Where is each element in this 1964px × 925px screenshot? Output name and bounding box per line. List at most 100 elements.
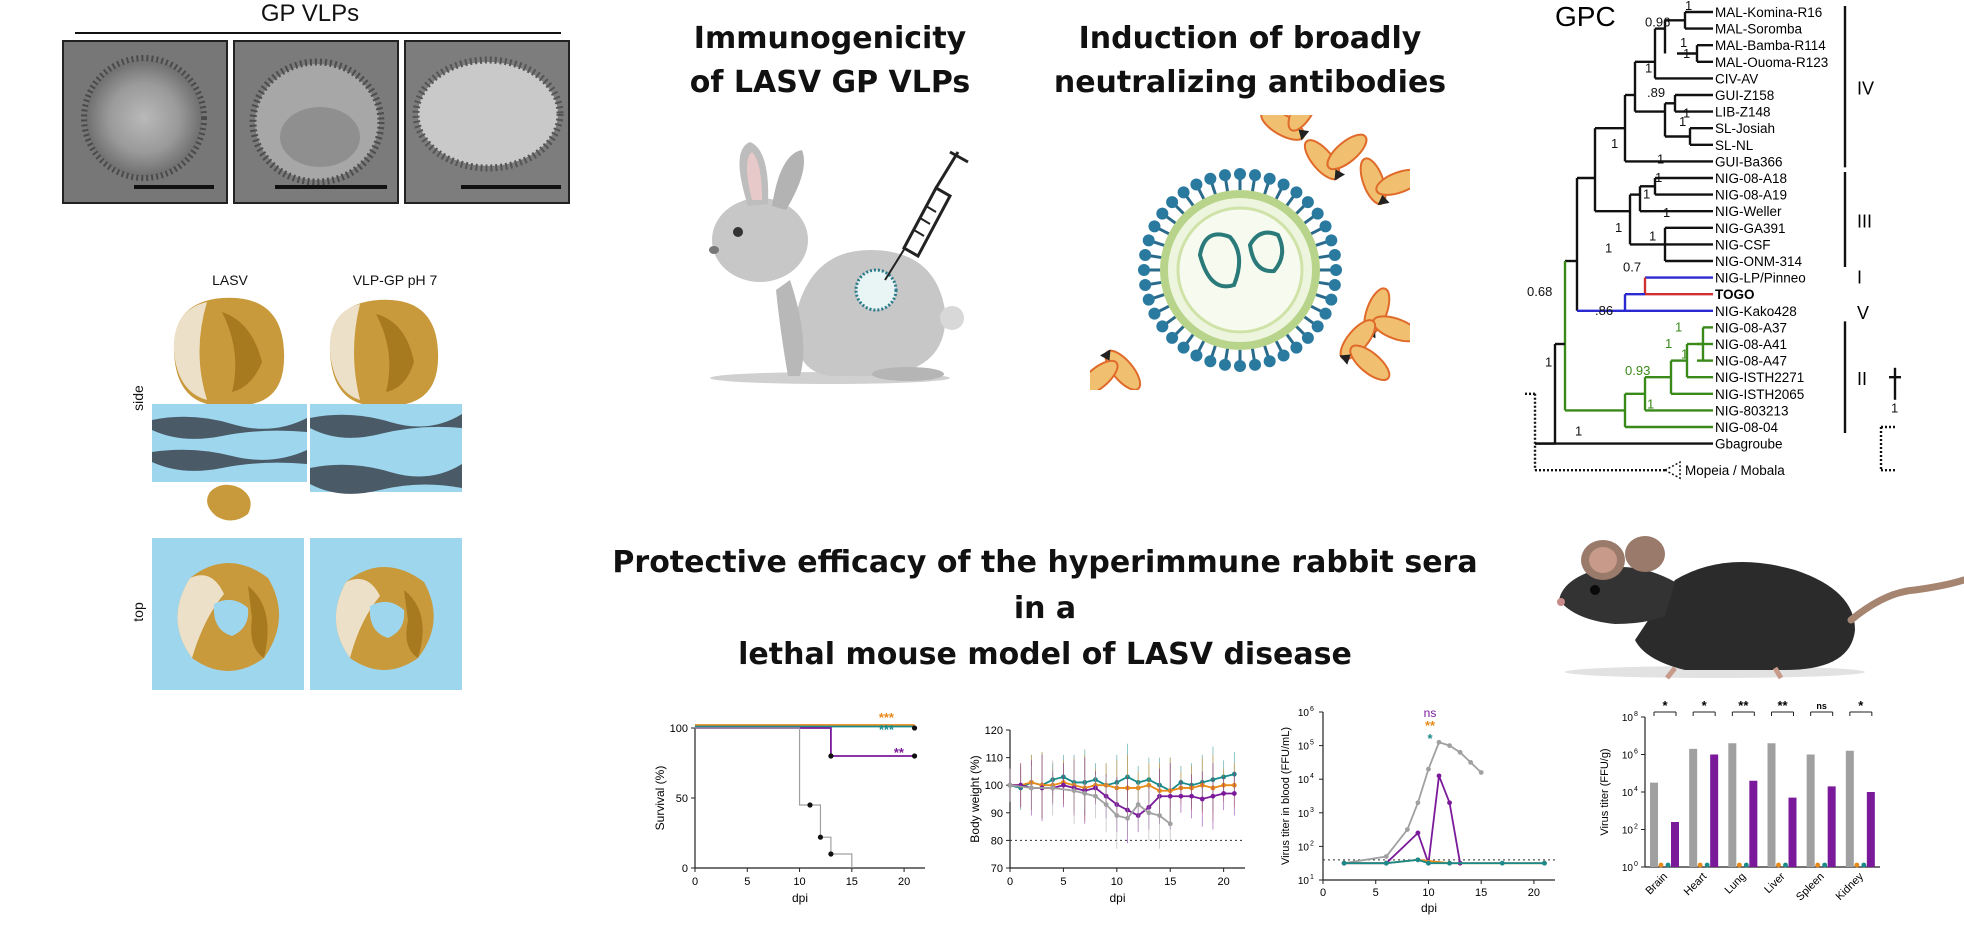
significance-label: ** [894, 745, 905, 760]
y-axis-label: Virus titer (FFU/g) [1599, 748, 1611, 835]
glycoprotein-head [1142, 293, 1155, 306]
y-axis-label: Survival (%) [653, 766, 667, 831]
gp-vlps-title: GP VLPs [260, 0, 360, 27]
glycoprotein-head [1190, 349, 1203, 362]
weight-point [1093, 793, 1098, 799]
titer-point [1447, 860, 1452, 866]
titer-point [1457, 749, 1463, 755]
glycoprotein-head [1263, 172, 1276, 185]
survival-censor-point [817, 834, 824, 840]
significance-label: ** [1738, 700, 1749, 713]
support-value: .89 [1647, 85, 1665, 100]
support-value: 1 [1647, 396, 1654, 411]
glycoprotein-head [1148, 220, 1161, 233]
heading-protective-line1: Protective efficacy of the hyperimmune r… [612, 545, 1478, 626]
glycoprotein-head [1142, 234, 1155, 247]
glycoprotein-head [1166, 196, 1179, 209]
weight-point [1082, 791, 1088, 796]
glycoprotein-head [1319, 307, 1332, 320]
glycoprotein-head [1204, 355, 1217, 368]
tree-taxon-label: NIG-LP/Pinneo [1715, 271, 1806, 286]
weight-point [1178, 793, 1184, 799]
weight-point [1135, 802, 1141, 807]
x-tick-label: 15 [1164, 876, 1176, 888]
structure-side-vlp [310, 292, 462, 532]
y-tick-exponent: 5 [1310, 740, 1314, 747]
x-tick-label: Heart [1682, 871, 1710, 899]
titer-point [1415, 830, 1421, 836]
antibody [1077, 349, 1142, 397]
titer-point [1478, 770, 1484, 775]
significance-label: ** [1425, 718, 1436, 733]
survival-censor-point [828, 753, 834, 759]
y-tick-label: 10 [1622, 863, 1634, 874]
tree-taxon-label: NIG-CSF [1715, 237, 1771, 252]
antibody-fab-arm [1349, 344, 1391, 381]
titer-point [1415, 800, 1421, 806]
support-value: 1 [1605, 240, 1612, 255]
virus-antibody-illustration [1077, 86, 1423, 397]
support-value: 1 [1611, 136, 1618, 151]
organ-bar [1788, 797, 1797, 867]
support-value: 1 [1649, 228, 1656, 243]
blood-titer-chart: 10 1 10 2 10 3 10 4 10 5 10 6 0 5 10 15 20 dpi Virus titer… [1275, 700, 1565, 920]
x-tick-label: 20 [1528, 887, 1540, 899]
titer-point [1447, 743, 1452, 748]
support-value: 1 [1663, 205, 1670, 220]
glycoprotein-head [1156, 207, 1169, 220]
y-tick-exponent: 3 [1310, 807, 1314, 814]
tree-taxon-label: TOGO [1715, 287, 1755, 302]
x-tick-label: 15 [1475, 887, 1487, 899]
organ-bar [1710, 754, 1719, 867]
weight-line [1010, 781, 1235, 792]
y-tick-label: 10 [1298, 775, 1310, 786]
weight-point [1189, 793, 1194, 799]
organ-bar [1736, 862, 1742, 868]
glycoprotein-head [1277, 178, 1290, 191]
organ-bar [1806, 754, 1815, 867]
support-value: 1 [1679, 114, 1686, 129]
rna-segment-large [1197, 232, 1242, 289]
lineage-label: V [1857, 303, 1869, 323]
x-axis-label: dpi [1421, 901, 1437, 915]
x-tick-label: Spleen [1794, 871, 1827, 904]
significance-label: * [1662, 700, 1668, 713]
x-tick-label: 10 [1111, 876, 1123, 888]
organ-bar [1827, 786, 1836, 867]
titer-point [1383, 854, 1389, 859]
tree-taxon-label: CIV-AV [1715, 71, 1758, 86]
x-tick-label: 5 [1373, 887, 1379, 899]
weight-point [1231, 791, 1237, 796]
glycoprotein-head [1301, 331, 1314, 344]
y-tick-label: 50 [676, 793, 688, 805]
organ-bar [1845, 750, 1854, 867]
x-tick-label: Lung [1723, 871, 1749, 897]
weight-point [1007, 782, 1013, 788]
glycoprotein-head [1263, 355, 1276, 368]
organ-bar [1776, 862, 1781, 868]
glycoprotein-head [1328, 248, 1341, 261]
glycoprotein-head [1328, 279, 1341, 292]
y-tick-label: 110 [985, 753, 1003, 765]
organ-bar [1743, 862, 1749, 868]
significance-label: * [1427, 731, 1433, 746]
tree-taxon-label: NIG-ONM-314 [1715, 254, 1803, 269]
weight-point [1199, 796, 1205, 802]
glycoprotein-head [1249, 358, 1262, 371]
y-tick-label: 90 [991, 808, 1003, 820]
organ-bar [1815, 862, 1821, 868]
y-tick-label: 10 [1622, 788, 1634, 799]
weight-point [1221, 791, 1227, 796]
y-tick-label: 10 [1298, 742, 1310, 753]
weight-point [1050, 785, 1056, 791]
organ-bar [1783, 862, 1788, 868]
weight-point [1146, 782, 1152, 788]
y-tick-label: 10 [1298, 842, 1310, 853]
support-value: 1 [1643, 187, 1650, 202]
titer-point [1542, 860, 1547, 866]
lineage-label: I [1857, 268, 1862, 288]
x-tick-label: 0 [692, 876, 698, 888]
titer-line [1343, 741, 1482, 865]
support-value: .86 [1595, 303, 1613, 318]
tree-taxon-label: NIG-ISTH2065 [1715, 387, 1804, 402]
